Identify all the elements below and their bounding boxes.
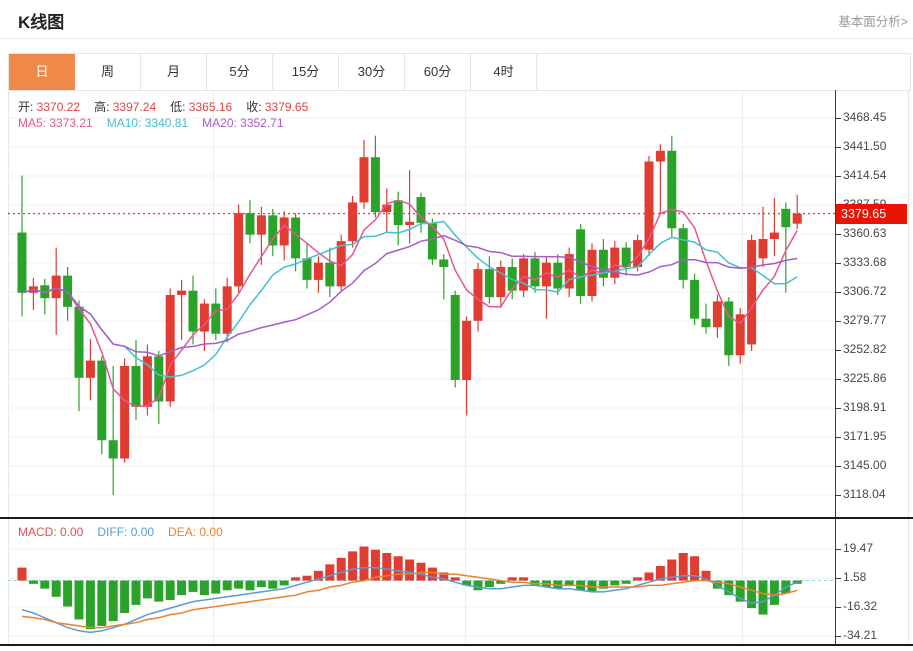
axis-tick	[835, 321, 841, 322]
dea-line	[21, 571, 798, 629]
ma-legend-item: MA5: 3373.21	[18, 116, 93, 130]
page-title: K线图	[18, 13, 65, 32]
axis-tick	[835, 437, 841, 438]
axis-tick	[835, 118, 841, 119]
macd-chart-canvas[interactable]	[8, 518, 835, 645]
axis-tick	[835, 607, 841, 608]
candlestick-chart-canvas[interactable]	[8, 90, 835, 518]
current-price-badge: 3379.65	[836, 204, 907, 224]
y-axis-label: 3306.72	[843, 284, 887, 298]
y-axis-label: 1.58	[843, 570, 867, 584]
macd-legend-item: DIFF: 0.00	[97, 525, 155, 539]
y-axis-label: 3279.77	[843, 313, 887, 327]
tab-month[interactable]: 月	[141, 54, 207, 90]
ohlc-legend: 开: 3370.22 高: 3397.24 低: 3365.16 收: 3379.65	[18, 98, 322, 115]
axis-tick	[835, 176, 841, 177]
tab-15min[interactable]: 15分	[273, 54, 339, 90]
y-axis-label: 3225.86	[843, 371, 887, 385]
ma5-line	[21, 199, 798, 408]
ohlc-legend-item: 低: 3365.16	[170, 100, 233, 114]
y-axis-label: 3414.54	[843, 168, 887, 182]
y-axis-label: -34.21	[843, 628, 878, 642]
tab-day[interactable]: 日	[9, 54, 75, 90]
y-axis-label: 3118.04	[843, 487, 886, 501]
y-axis-label: -16.32	[843, 599, 878, 613]
ohlc-legend-item: 开: 3370.22	[18, 100, 81, 114]
axis-tick	[835, 408, 841, 409]
axis-tick	[835, 549, 841, 550]
y-axis-label: 3252.82	[843, 342, 887, 356]
axis-tick	[835, 578, 841, 579]
vertical-gridline	[213, 90, 214, 645]
chart-bottom-border	[0, 644, 913, 646]
title-divider	[0, 38, 913, 39]
macd-legend: MACD: 0.00 DIFF: 0.00 DEA: 0.00	[18, 525, 237, 539]
axis-tick	[835, 350, 841, 351]
y-axis-label: 3171.95	[843, 429, 887, 443]
ma20-line	[21, 234, 798, 357]
ma10-line	[21, 220, 798, 378]
ma-legend: MA5: 3373.21 MA10: 3340.81 MA20: 3352.71	[18, 116, 298, 130]
axis-tick	[835, 495, 841, 496]
y-axis-label: 3441.50	[843, 139, 887, 153]
ohlc-legend-item: 收: 3379.65	[246, 100, 309, 114]
ma-legend-item: MA10: 3340.81	[106, 116, 189, 130]
tab-60min[interactable]: 60分	[405, 54, 471, 90]
panel-separator	[0, 517, 913, 519]
y-axis-line	[835, 90, 836, 645]
axis-tick	[835, 292, 841, 293]
y-axis-label: 3333.68	[843, 255, 887, 269]
tab-week[interactable]: 周	[75, 54, 141, 90]
fundamental-analysis-link[interactable]: 基本面分析>	[838, 15, 908, 29]
y-axis-label: 19.47	[843, 541, 874, 555]
vertical-gridline	[742, 90, 743, 645]
interval-tabbar: 日周月 5分 15分 30分 60分 4时	[8, 53, 911, 91]
axis-tick	[835, 379, 841, 380]
y-axis-label: 3198.91	[843, 400, 887, 414]
ma-legend-item: MA20: 3352.71	[202, 116, 284, 130]
y-axis-label: 3360.63	[843, 226, 887, 240]
axis-tick	[835, 147, 841, 148]
axis-tick	[835, 263, 841, 264]
axis-tick	[835, 466, 841, 467]
diff-line	[21, 566, 798, 634]
tab-5min[interactable]: 5分	[207, 54, 273, 90]
tab-4hour[interactable]: 4时	[471, 54, 537, 90]
chart-frame	[8, 90, 909, 645]
y-axis-label: 3145.00	[843, 458, 887, 472]
macd-legend-item: MACD: 0.00	[18, 525, 84, 539]
axis-tick	[835, 636, 841, 637]
macd-legend-item: DEA: 0.00	[168, 525, 223, 539]
axis-tick	[835, 234, 841, 235]
tab-30min[interactable]: 30分	[339, 54, 405, 90]
ohlc-legend-item: 高: 3397.24	[94, 100, 157, 114]
y-axis-label: 3468.45	[843, 110, 887, 124]
